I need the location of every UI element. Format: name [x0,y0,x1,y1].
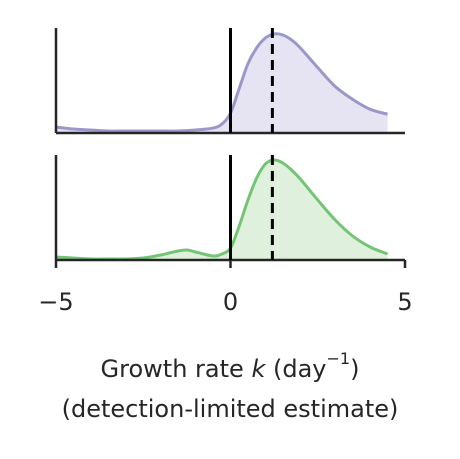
density-area-2 [56,159,388,260]
x-axis-label-unit-open: (day [265,355,326,383]
density-curve-1 [55,32,388,133]
density-area-1 [56,33,388,134]
x-axis-label: Growth rate k (day−1) [101,349,360,383]
x-tick-label-1: −5 [38,288,73,316]
x-tick-label-3: 5 [397,288,412,316]
top-density-panel [54,28,405,135]
x-axis-label-exponent: −1 [326,349,350,368]
bottom-density-panel [54,155,405,262]
x-axis-label-variable: k [251,355,266,383]
x-axis-label-line2: (detection-limited estimate) [62,395,399,423]
x-axis-label-unit-close: ) [350,355,359,383]
x-axis: −5 0 5 [38,260,413,316]
x-tick-label-2: 0 [223,288,238,316]
x-axis-label-prefix: Growth rate [101,355,252,383]
